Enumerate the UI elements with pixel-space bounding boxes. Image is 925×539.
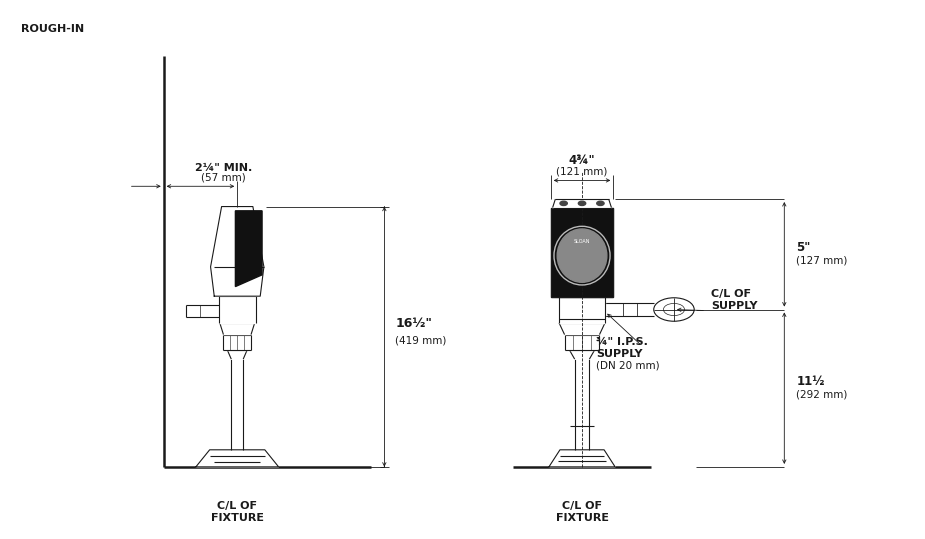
Polygon shape	[186, 305, 201, 317]
Text: (127 mm): (127 mm)	[796, 255, 847, 266]
Text: (419 mm): (419 mm)	[395, 336, 447, 346]
Circle shape	[560, 201, 567, 205]
Circle shape	[578, 201, 586, 205]
Polygon shape	[564, 335, 599, 349]
Polygon shape	[549, 450, 615, 467]
Text: 5": 5"	[796, 241, 810, 254]
Text: ¾" I.P.S.: ¾" I.P.S.	[596, 337, 648, 347]
Polygon shape	[550, 208, 613, 297]
Text: C/L OF
FIXTURE: C/L OF FIXTURE	[211, 501, 264, 523]
Polygon shape	[235, 211, 262, 287]
Text: SLOAN: SLOAN	[574, 239, 590, 244]
Text: (DN 20 mm): (DN 20 mm)	[596, 361, 660, 371]
Text: (292 mm): (292 mm)	[796, 390, 847, 399]
Text: SUPPLY: SUPPLY	[710, 301, 758, 311]
Text: 2¼" MIN.: 2¼" MIN.	[195, 163, 253, 173]
Text: 4¾": 4¾"	[569, 154, 596, 167]
Ellipse shape	[557, 229, 607, 282]
Text: C/L OF: C/L OF	[710, 289, 751, 299]
Circle shape	[597, 201, 604, 205]
Text: SUPPLY: SUPPLY	[596, 349, 642, 358]
Polygon shape	[220, 323, 254, 335]
Text: (121 mm): (121 mm)	[556, 166, 608, 176]
Polygon shape	[219, 296, 255, 323]
Text: 11½: 11½	[796, 375, 825, 388]
Text: 16½": 16½"	[395, 317, 432, 330]
Polygon shape	[559, 297, 605, 323]
Text: ROUGH-IN: ROUGH-IN	[21, 24, 84, 34]
Polygon shape	[574, 359, 589, 450]
Polygon shape	[231, 359, 243, 450]
Text: (57 mm): (57 mm)	[201, 172, 246, 182]
Polygon shape	[552, 199, 611, 208]
Polygon shape	[228, 349, 247, 359]
Polygon shape	[196, 450, 278, 467]
Polygon shape	[569, 349, 595, 359]
Polygon shape	[559, 323, 605, 335]
Polygon shape	[224, 335, 251, 349]
Polygon shape	[211, 206, 264, 296]
Text: C/L OF
FIXTURE: C/L OF FIXTURE	[556, 501, 609, 523]
